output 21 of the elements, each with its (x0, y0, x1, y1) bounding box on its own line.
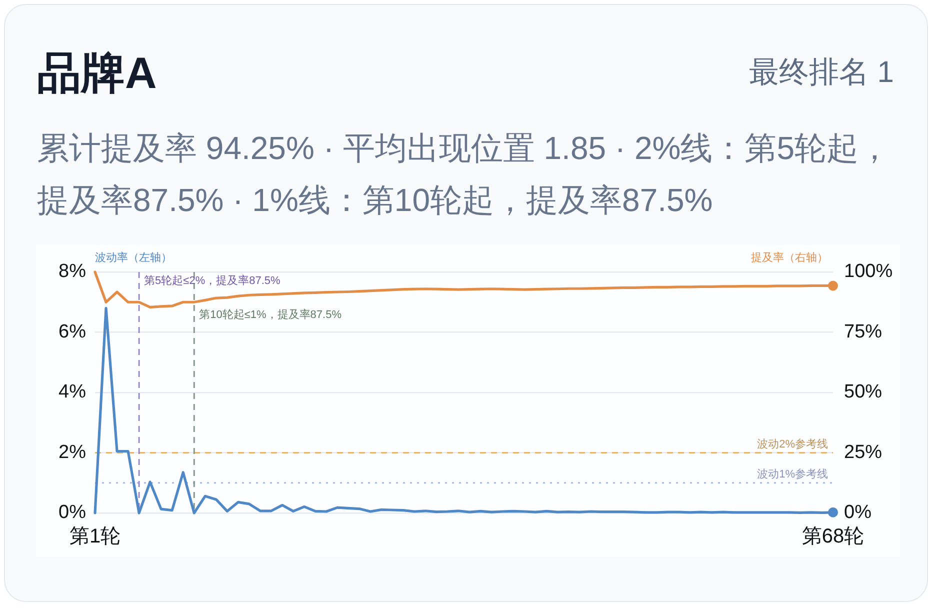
y-tick-label: 8% (58, 261, 86, 282)
y-tick-label: 0% (58, 502, 86, 524)
y-axis-title: 波动率（左轴） (95, 251, 172, 264)
y2-tick-label: 0% (844, 502, 872, 524)
y-tick-label: 2% (58, 442, 86, 463)
chart-title: 品牌A (37, 49, 157, 98)
y-tick-label: 6% (58, 321, 86, 342)
y2-axis-title: 提及率（右轴） (751, 251, 828, 264)
annotation: 第10轮起≤1%，提及率87.5% (199, 308, 342, 322)
y-tick-label: 4% (58, 382, 86, 403)
y2-tick-label: 75% (844, 321, 882, 342)
ref-line-label: 波动1%参考线 (757, 467, 828, 480)
x-tick-label: 第68轮 (802, 526, 864, 548)
ref-line-label: 波动2%参考线 (757, 437, 828, 450)
text: 最终排名 1 (748, 56, 894, 89)
y2-tick-label: 50% (844, 382, 882, 403)
annotation: 第5轮起≤2%，提及率87.5% (144, 274, 281, 288)
x-tick-label: 第1轮 (69, 526, 121, 548)
y2-tick-label: 25% (844, 442, 882, 463)
y2-tick-label: 100% (844, 261, 893, 282)
chart-subtitle: 累计提及率 94.25% · 平均出现位置 1.85 · 2%线：第5轮起，提及率87.5% · 1%线：第10轮起，提及率87.5% (37, 129, 892, 220)
